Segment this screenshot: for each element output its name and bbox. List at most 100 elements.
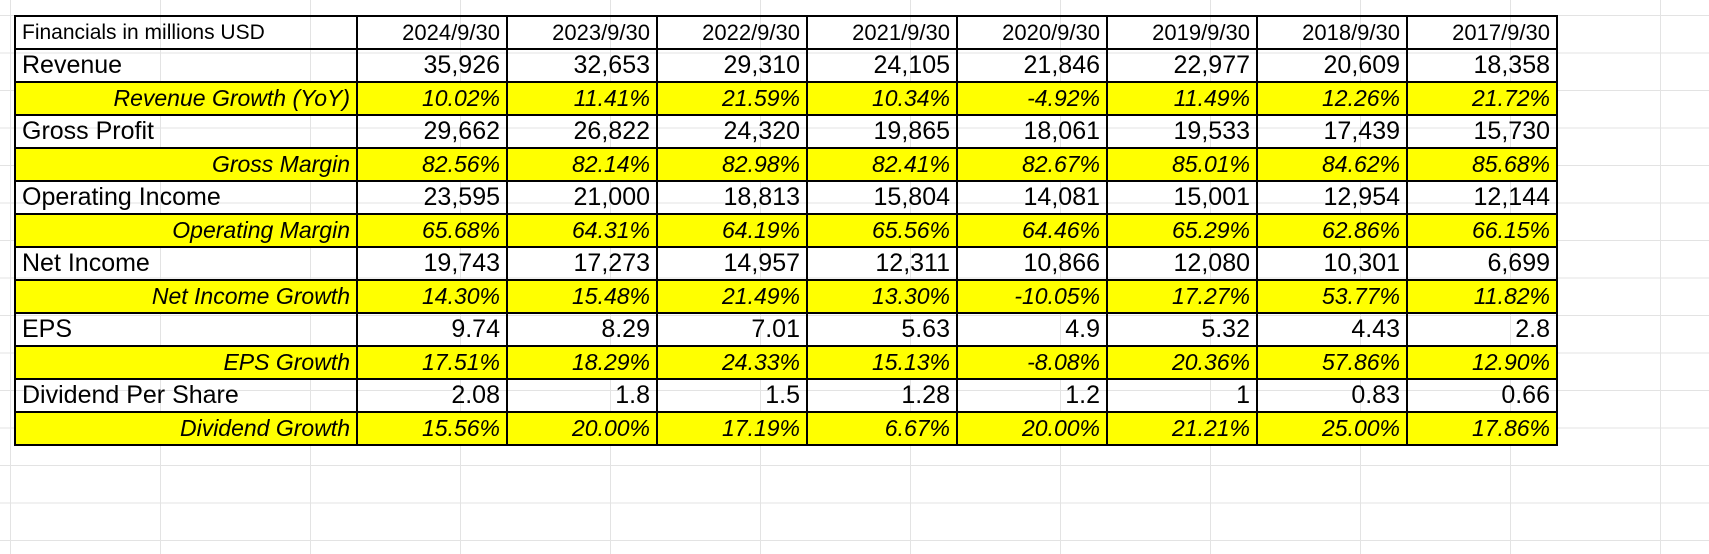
value-cell[interactable]: 13.30% (806, 279, 958, 314)
value-cell[interactable]: 21.21% (1106, 411, 1258, 446)
value-cell[interactable]: 64.31% (506, 213, 658, 248)
value-cell[interactable]: 53.77% (1256, 279, 1408, 314)
value-cell[interactable]: 10,301 (1256, 246, 1408, 281)
value-cell[interactable]: 15.48% (506, 279, 658, 314)
value-cell[interactable]: 66.15% (1406, 213, 1558, 248)
value-cell[interactable]: 12,311 (806, 246, 958, 281)
year-header-cell[interactable]: 2017/9/30 (1406, 15, 1558, 50)
value-cell[interactable]: 11.49% (1106, 81, 1258, 116)
value-cell[interactable]: 19,533 (1106, 114, 1258, 149)
value-cell[interactable]: 4.9 (956, 312, 1108, 347)
value-cell[interactable]: 5.63 (806, 312, 958, 347)
value-cell[interactable]: -8.08% (956, 345, 1108, 380)
year-header-cell[interactable]: 2020/9/30 (956, 15, 1108, 50)
value-cell[interactable]: 21,000 (506, 180, 658, 215)
value-cell[interactable]: 24,105 (806, 48, 958, 83)
value-cell[interactable]: 29,310 (656, 48, 808, 83)
value-cell[interactable]: 82.98% (656, 147, 808, 182)
value-cell[interactable]: 17,273 (506, 246, 658, 281)
year-header-cell[interactable]: 2024/9/30 (356, 15, 508, 50)
year-header-cell[interactable]: 2018/9/30 (1256, 15, 1408, 50)
row-label-cell[interactable]: Revenue Growth (YoY) (14, 81, 358, 116)
value-cell[interactable]: 65.29% (1106, 213, 1258, 248)
value-cell[interactable]: 11.41% (506, 81, 658, 116)
value-cell[interactable]: 19,743 (356, 246, 508, 281)
value-cell[interactable]: 1.5 (656, 378, 808, 413)
value-cell[interactable]: 15,001 (1106, 180, 1258, 215)
value-cell[interactable]: 1 (1106, 378, 1258, 413)
value-cell[interactable]: 0.83 (1256, 378, 1408, 413)
value-cell[interactable]: -10.05% (956, 279, 1108, 314)
value-cell[interactable]: 65.56% (806, 213, 958, 248)
row-label-cell[interactable]: Revenue (14, 48, 358, 83)
row-label-cell[interactable]: Operating Margin (14, 213, 358, 248)
value-cell[interactable]: 18,358 (1406, 48, 1558, 83)
value-cell[interactable]: 17,439 (1256, 114, 1408, 149)
value-cell[interactable]: 21.59% (656, 81, 808, 116)
year-header-cell[interactable]: 2021/9/30 (806, 15, 958, 50)
value-cell[interactable]: 21.49% (656, 279, 808, 314)
value-cell[interactable]: 18.29% (506, 345, 658, 380)
value-cell[interactable]: 4.43 (1256, 312, 1408, 347)
value-cell[interactable]: 24.33% (656, 345, 808, 380)
value-cell[interactable]: 11.82% (1406, 279, 1558, 314)
value-cell[interactable]: 65.68% (356, 213, 508, 248)
value-cell[interactable]: 20.36% (1106, 345, 1258, 380)
value-cell[interactable]: 15,804 (806, 180, 958, 215)
value-cell[interactable]: 2.08 (356, 378, 508, 413)
value-cell[interactable]: 19,865 (806, 114, 958, 149)
value-cell[interactable]: 85.01% (1106, 147, 1258, 182)
value-cell[interactable]: 21.72% (1406, 81, 1558, 116)
value-cell[interactable]: 20.00% (956, 411, 1108, 446)
value-cell[interactable]: 5.32 (1106, 312, 1258, 347)
value-cell[interactable]: 26,822 (506, 114, 658, 149)
row-label-cell[interactable]: Dividend Per Share (14, 378, 358, 413)
value-cell[interactable]: 12,144 (1406, 180, 1558, 215)
value-cell[interactable]: 32,653 (506, 48, 658, 83)
row-label-cell[interactable]: Gross Margin (14, 147, 358, 182)
value-cell[interactable]: 6.67% (806, 411, 958, 446)
value-cell[interactable]: 82.41% (806, 147, 958, 182)
value-cell[interactable]: 7.01 (656, 312, 808, 347)
value-cell[interactable]: 0.66 (1406, 378, 1558, 413)
value-cell[interactable]: 21,846 (956, 48, 1108, 83)
value-cell[interactable]: 18,061 (956, 114, 1108, 149)
value-cell[interactable]: 2.8 (1406, 312, 1558, 347)
value-cell[interactable]: -4.92% (956, 81, 1108, 116)
value-cell[interactable]: 35,926 (356, 48, 508, 83)
row-label-cell[interactable]: Net Income Growth (14, 279, 358, 314)
row-label-cell[interactable]: Operating Income (14, 180, 358, 215)
year-header-cell[interactable]: 2022/9/30 (656, 15, 808, 50)
value-cell[interactable]: 12,080 (1106, 246, 1258, 281)
row-label-cell[interactable]: EPS (14, 312, 358, 347)
value-cell[interactable]: 1.28 (806, 378, 958, 413)
value-cell[interactable]: 57.86% (1256, 345, 1408, 380)
value-cell[interactable]: 15,730 (1406, 114, 1558, 149)
row-label-cell[interactable]: EPS Growth (14, 345, 358, 380)
value-cell[interactable]: 82.67% (956, 147, 1108, 182)
value-cell[interactable]: 24,320 (656, 114, 808, 149)
value-cell[interactable]: 14,957 (656, 246, 808, 281)
value-cell[interactable]: 17.86% (1406, 411, 1558, 446)
value-cell[interactable]: 62.86% (1256, 213, 1408, 248)
value-cell[interactable]: 25.00% (1256, 411, 1408, 446)
row-label-cell[interactable]: Gross Profit (14, 114, 358, 149)
value-cell[interactable]: 12,954 (1256, 180, 1408, 215)
value-cell[interactable]: 9.74 (356, 312, 508, 347)
value-cell[interactable]: 20.00% (506, 411, 658, 446)
value-cell[interactable]: 17.19% (656, 411, 808, 446)
value-cell[interactable]: 22,977 (1106, 48, 1258, 83)
value-cell[interactable]: 29,662 (356, 114, 508, 149)
value-cell[interactable]: 10.34% (806, 81, 958, 116)
value-cell[interactable]: 1.8 (506, 378, 658, 413)
value-cell[interactable]: 14.30% (356, 279, 508, 314)
value-cell[interactable]: 82.56% (356, 147, 508, 182)
value-cell[interactable]: 23,595 (356, 180, 508, 215)
value-cell[interactable]: 64.46% (956, 213, 1108, 248)
value-cell[interactable]: 18,813 (656, 180, 808, 215)
value-cell[interactable]: 85.68% (1406, 147, 1558, 182)
value-cell[interactable]: 12.26% (1256, 81, 1408, 116)
value-cell[interactable]: 6,699 (1406, 246, 1558, 281)
value-cell[interactable]: 10.02% (356, 81, 508, 116)
year-header-cell[interactable]: 2019/9/30 (1106, 15, 1258, 50)
